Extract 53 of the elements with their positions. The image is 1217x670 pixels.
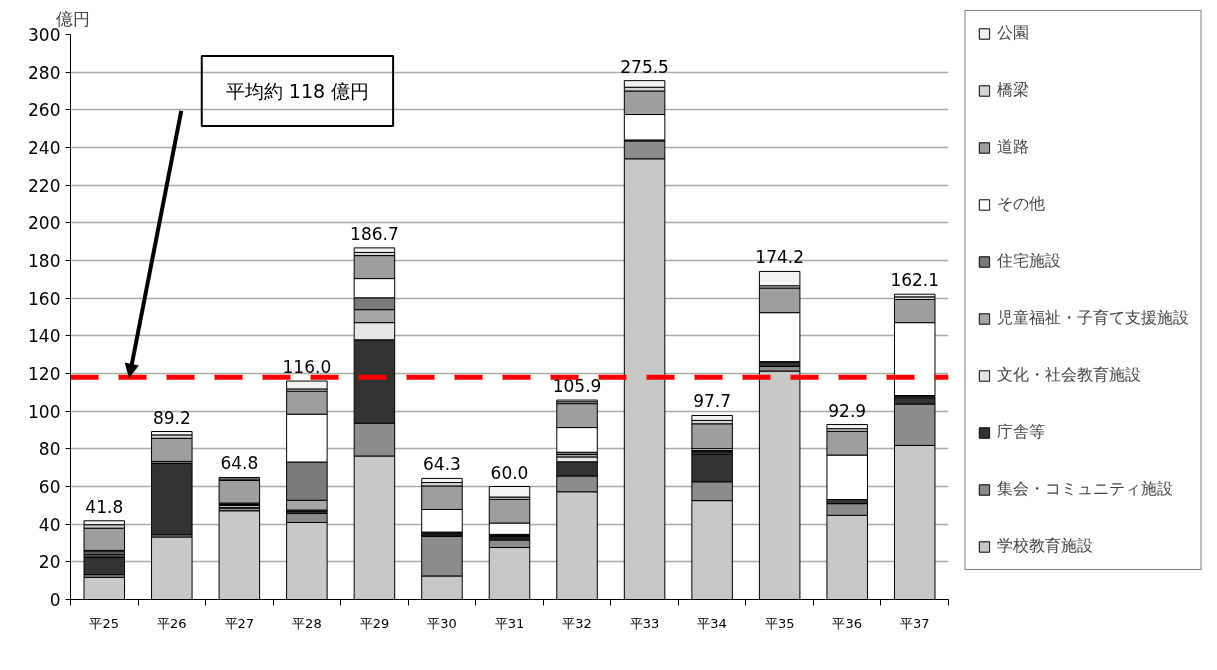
annotation: 平均約 118 億円 bbox=[225, 80, 370, 102]
x-tick-label: 平34 bbox=[697, 615, 727, 631]
y-tick-label: 160 bbox=[28, 288, 61, 309]
x-tick-label: 平28 bbox=[292, 615, 322, 631]
total-label: 105.9 bbox=[552, 376, 602, 397]
total-label: 64.3 bbox=[423, 454, 461, 475]
legend-label: 学校教育施設 bbox=[996, 536, 1093, 558]
total-label: 116.0 bbox=[282, 357, 332, 378]
total-label: 89.2 bbox=[152, 407, 191, 428]
total-label: 275.5 bbox=[620, 56, 669, 77]
legend-label: 橋梁 bbox=[996, 80, 1029, 102]
total-label: 162.1 bbox=[890, 270, 940, 291]
legend-label: 道路 bbox=[996, 137, 1029, 159]
y-tick-label: 80 bbox=[38, 439, 61, 460]
x-tick-label: 平36 bbox=[832, 615, 862, 631]
x-tick-label: 平27 bbox=[224, 615, 255, 631]
y-tick-label: 260 bbox=[28, 100, 61, 121]
y-tick-label: 220 bbox=[28, 175, 61, 196]
x-tick-label: 平25 bbox=[89, 615, 120, 631]
x-tick-label: 平32 bbox=[562, 615, 592, 631]
total-label: 64.8 bbox=[220, 453, 259, 474]
y-tick-label: 240 bbox=[28, 138, 61, 158]
x-tick-label: 平31 bbox=[494, 615, 525, 631]
legend-label: 集会・コミュニティ施設 bbox=[996, 479, 1173, 501]
x-tick-label: 平30 bbox=[427, 615, 457, 631]
legend-label: 庁舎等 bbox=[996, 422, 1045, 444]
total-label: 174.2 bbox=[755, 247, 804, 268]
total-label: 97.7 bbox=[693, 391, 732, 412]
x-tick-label: 平26 bbox=[157, 615, 187, 631]
y-axis-title: 億円 bbox=[55, 8, 90, 29]
x-tick-label: 平37 bbox=[899, 615, 930, 631]
legend-label: 文化・社会教育施設 bbox=[996, 365, 1141, 387]
y-tick-label: 100 bbox=[28, 401, 61, 422]
x-tick-label: 平33 bbox=[629, 615, 660, 631]
x-tick-label: 平35 bbox=[764, 615, 795, 631]
total-label: 60.0 bbox=[490, 462, 529, 483]
total-label: 92.9 bbox=[828, 400, 867, 421]
total-label: 41.8 bbox=[85, 496, 124, 517]
y-tick-label: 0 bbox=[49, 590, 61, 610]
legend-label: 住宅施設 bbox=[996, 251, 1061, 273]
legend-label: 公園 bbox=[996, 23, 1029, 45]
total-label: 186.7 bbox=[350, 223, 399, 244]
y-tick-label: 280 bbox=[28, 62, 61, 83]
y-tick-label: 140 bbox=[28, 326, 61, 347]
y-tick-label: 120 bbox=[28, 364, 61, 384]
x-tick-label: 平29 bbox=[359, 615, 390, 631]
y-tick-label: 180 bbox=[28, 251, 61, 271]
y-tick-label: 60 bbox=[38, 477, 61, 497]
y-tick-label: 20 bbox=[38, 552, 61, 573]
y-tick-label: 40 bbox=[38, 514, 61, 535]
y-tick-label: 200 bbox=[28, 213, 61, 234]
legend-label: その他 bbox=[996, 194, 1045, 216]
legend-label: 児童福祉・子育て支援施設 bbox=[996, 308, 1189, 330]
